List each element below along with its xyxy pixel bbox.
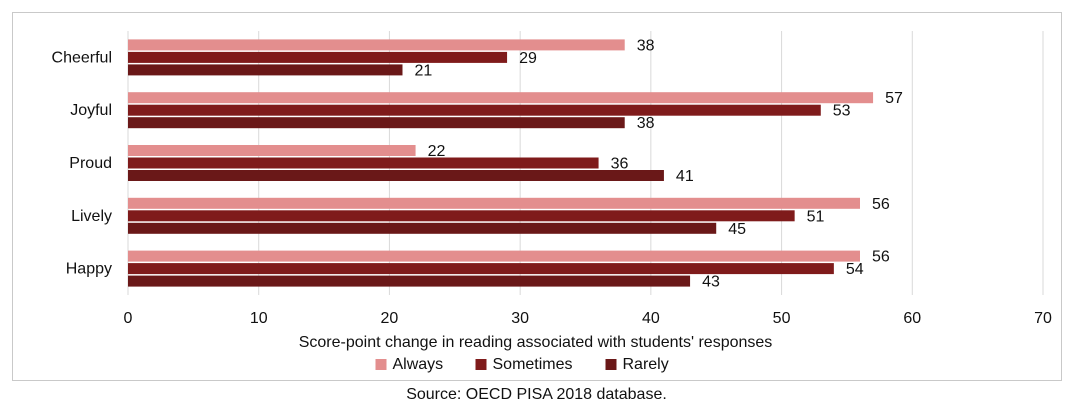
x-tick-label: 20 (381, 310, 399, 327)
x-tick-label: 60 (903, 310, 921, 327)
category-label: Lively (71, 208, 112, 225)
bar-always-joyful (128, 92, 874, 104)
data-label: 38 (637, 37, 655, 54)
category-label: Proud (69, 155, 112, 172)
bar-rarely-lively (128, 222, 717, 234)
data-label: 43 (702, 274, 720, 291)
chart-frame: 38 29 21 57 53 38 22 36 41 56 51 45 56 54 43 Cheerful J… (12, 12, 1062, 381)
bar-sometimes-happy (128, 263, 834, 275)
x-tick-label: 10 (250, 310, 268, 327)
data-label: 22 (428, 143, 446, 160)
bar-always-lively (128, 197, 860, 209)
data-label: 36 (611, 156, 629, 173)
legend-label-sometimes: Sometimes (493, 356, 573, 373)
legend-swatch-sometimes (475, 359, 487, 370)
bar-chart: 38 29 21 57 53 38 22 36 41 56 51 45 56 54 43 Cheerful J… (52, 31, 1052, 373)
x-tick-label: 0 (124, 310, 133, 327)
legend-label-rarely: Rarely (623, 356, 669, 373)
data-label: 56 (872, 249, 890, 266)
data-label: 38 (637, 115, 655, 132)
category-label: Happy (66, 261, 112, 278)
x-tick-labels: 0 10 20 30 40 50 60 70 (124, 310, 1052, 327)
data-label: 54 (846, 261, 864, 278)
bar-sometimes-joyful (128, 104, 821, 116)
data-label: 51 (807, 208, 825, 225)
legend-label-always: Always (393, 356, 444, 373)
bar-always-happy (128, 250, 860, 262)
data-label: 29 (519, 50, 537, 67)
bar-rarely-proud (128, 170, 664, 181)
x-axis-title: Score-point change in reading associated… (299, 334, 773, 351)
bar-sometimes-lively (128, 210, 795, 222)
category-label: Joyful (70, 102, 112, 119)
data-label: 56 (872, 196, 890, 213)
data-label: 57 (885, 90, 903, 107)
bar-sometimes-proud (128, 157, 599, 169)
data-label: 41 (676, 168, 694, 185)
x-tick-label: 40 (642, 310, 660, 327)
category-labels: Cheerful Joyful Proud Lively Happy (52, 49, 112, 277)
bar-rarely-happy (128, 275, 691, 287)
x-tick-label: 30 (511, 310, 529, 327)
bar-always-proud (128, 145, 416, 156)
bar-always-cheerful (128, 39, 625, 51)
x-tick-label: 50 (773, 310, 791, 327)
category-label: Cheerful (52, 49, 112, 66)
legend-swatch-always (375, 359, 387, 370)
data-label: 53 (833, 103, 851, 120)
bar-sometimes-cheerful (128, 51, 508, 63)
data-labels: 38 29 21 57 53 38 22 36 41 56 51 45 56 54 43 (415, 37, 903, 290)
x-tick-label: 70 (1034, 310, 1052, 327)
legend-swatch-rarely (605, 359, 617, 370)
data-label: 45 (728, 221, 746, 238)
bar-rarely-joyful (128, 117, 625, 129)
data-label: 21 (415, 62, 433, 79)
bars (128, 39, 874, 287)
legend: Always Sometimes Rarely (375, 356, 669, 373)
source-note: Source: OECD PISA 2018 database. (406, 386, 667, 403)
bar-rarely-cheerful (128, 64, 403, 76)
